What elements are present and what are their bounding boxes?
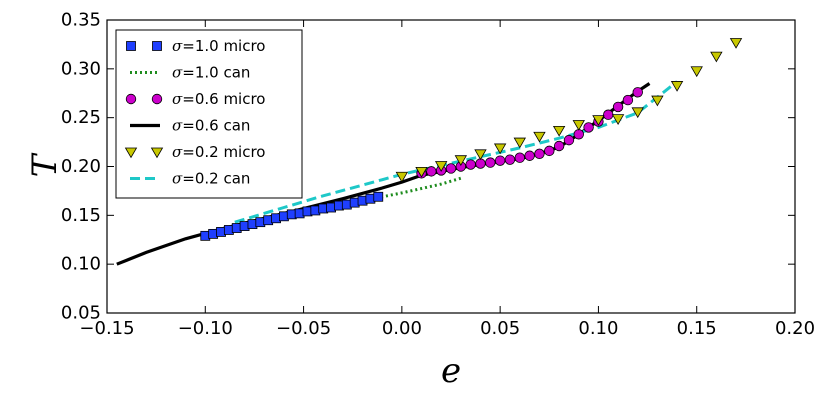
data-point-series-2	[504, 154, 516, 165]
legend: σ=1.0 micro σ=1.0 can σ=0.6 micro σ=0.6 can…	[115, 29, 303, 199]
data-point-series-2	[603, 109, 614, 120]
legend-label: σ=0.6 can	[172, 117, 250, 135]
data-point-series-0	[373, 191, 384, 202]
data-point-series-4	[434, 161, 448, 172]
legend-label: σ=0.6 micro	[172, 90, 265, 108]
legend-label: σ=0.2 can	[172, 170, 250, 188]
data-point-series-2	[553, 140, 565, 152]
x-tick-label: 0.20	[775, 318, 815, 339]
x-tick-label: 0.05	[480, 318, 520, 339]
data-point-series-2	[426, 166, 437, 177]
data-point-series-4	[395, 171, 409, 183]
data-point-series-4	[415, 166, 428, 178]
legend-label: σ=1.0 can	[172, 64, 250, 82]
data-point-series-2	[563, 134, 575, 146]
data-point-series-4	[592, 115, 605, 126]
data-point-series-2	[612, 101, 624, 113]
data-point-series-4	[454, 155, 468, 166]
data-point-series-4	[670, 81, 684, 92]
series-layer	[116, 38, 743, 266]
y-axis-title: T	[25, 152, 65, 177]
data-point-series-2	[534, 148, 545, 160]
plot-frame	[106, 19, 796, 314]
x-axis-title: e	[441, 351, 461, 391]
data-point-series-2	[573, 129, 584, 140]
y-tick-label: 0.05	[61, 303, 101, 324]
y-tick-label: 0.15	[61, 205, 101, 226]
legend-marker	[124, 147, 138, 159]
data-point-series-2	[632, 87, 643, 98]
data-point-series-4	[552, 125, 566, 137]
data-point-series-2	[465, 159, 476, 170]
legend-marker	[152, 41, 162, 51]
y-tick-label: 0.10	[61, 254, 101, 275]
data-point-series-4	[533, 131, 546, 143]
data-point-series-4	[710, 51, 723, 63]
data-point-series-4	[474, 149, 487, 161]
data-point-series-2	[445, 163, 457, 174]
data-point-series-2	[583, 122, 594, 133]
x-tick-label: −0.15	[79, 318, 134, 339]
y-tick-label: 0.30	[61, 58, 101, 79]
data-point-series-2	[544, 145, 555, 157]
legend-marker	[151, 93, 163, 105]
data-point-series-2	[622, 94, 634, 106]
y-tick-label: 0.20	[61, 156, 101, 177]
data-point-series-4	[631, 107, 644, 119]
data-point-series-4	[611, 114, 625, 125]
legend-marker	[126, 41, 136, 51]
data-point-series-2	[485, 157, 496, 168]
data-point-series-4	[572, 120, 585, 131]
x-tick-label: 0.10	[578, 318, 618, 339]
data-point-series-2	[475, 158, 486, 169]
data-point-series-2	[494, 155, 506, 166]
data-point-series-2	[514, 152, 526, 163]
data-point-series-2	[524, 150, 535, 161]
legend-box	[115, 29, 303, 199]
data-point-series-4	[513, 137, 526, 149]
data-point-series-4	[729, 38, 743, 49]
data-point-series-4	[690, 66, 703, 78]
legend-marker	[150, 147, 164, 159]
x-tick-label: 0.00	[382, 318, 422, 339]
legend-label: σ=0.2 micro	[172, 143, 265, 161]
legend-marker	[125, 93, 137, 105]
x-tick-label: 0.15	[677, 318, 717, 339]
ticks-layer: −0.15 −0.10 −0.05 0.00 0.05 0.10 0.15 0.20 0.05 0…	[61, 10, 815, 340]
y-tick-label: 0.35	[61, 10, 101, 31]
data-point-series-4	[493, 143, 507, 155]
x-tick-label: −0.10	[178, 318, 233, 339]
data-point-series-4	[651, 95, 664, 107]
y-tick-label: 0.25	[61, 107, 101, 128]
legend-label: σ=1.0 micro	[172, 37, 265, 55]
x-tick-label: −0.05	[276, 318, 331, 339]
